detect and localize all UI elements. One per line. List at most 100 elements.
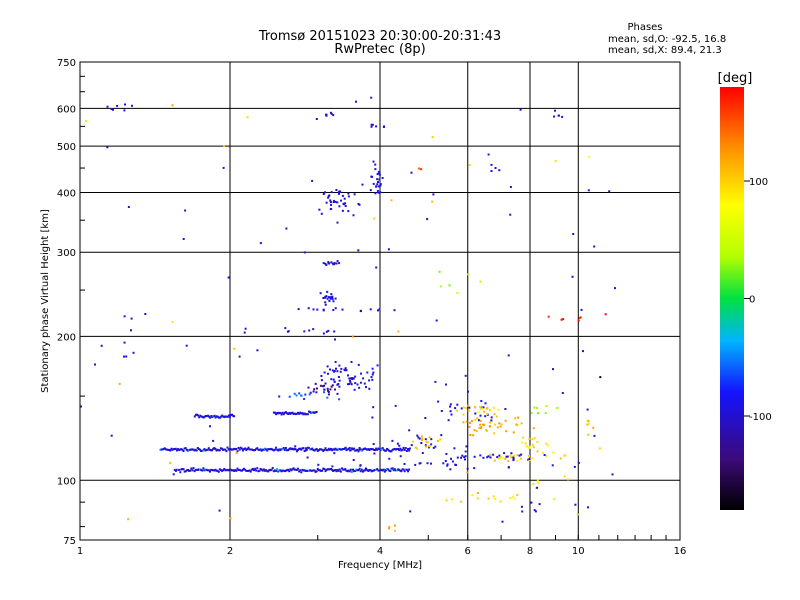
data-point bbox=[326, 396, 329, 399]
data-point bbox=[236, 467, 239, 470]
data-point bbox=[191, 469, 194, 472]
data-point bbox=[598, 447, 601, 450]
data-point bbox=[197, 414, 200, 417]
data-point bbox=[349, 468, 352, 471]
data-point bbox=[556, 406, 559, 409]
data-point bbox=[357, 249, 360, 252]
data-point bbox=[371, 373, 374, 376]
data-point bbox=[324, 296, 327, 299]
data-point bbox=[516, 459, 519, 462]
data-point bbox=[377, 181, 379, 183]
data-point bbox=[290, 412, 293, 414]
data-point bbox=[234, 448, 237, 451]
data-point bbox=[329, 297, 332, 300]
data-point bbox=[386, 448, 389, 450]
data-point bbox=[326, 449, 329, 452]
data-point bbox=[304, 413, 307, 416]
data-point bbox=[516, 424, 519, 426]
data-point bbox=[314, 448, 317, 451]
data-point bbox=[206, 469, 209, 472]
data-point bbox=[300, 448, 303, 451]
data-point bbox=[204, 468, 207, 471]
data-point bbox=[536, 450, 539, 453]
data-point bbox=[183, 470, 186, 473]
data-point bbox=[586, 423, 589, 426]
data-point bbox=[391, 467, 394, 470]
data-point bbox=[366, 448, 369, 451]
data-point bbox=[334, 388, 336, 391]
data-point bbox=[291, 468, 294, 471]
y-tick-label: 200 bbox=[57, 332, 76, 343]
data-point bbox=[484, 415, 487, 418]
data-point bbox=[466, 467, 469, 470]
data-point bbox=[286, 469, 288, 472]
data-point bbox=[366, 371, 369, 374]
data-point bbox=[334, 447, 337, 450]
data-point bbox=[357, 363, 360, 366]
colorbar-tick-label: 100 bbox=[749, 177, 768, 188]
data-point bbox=[331, 295, 334, 298]
data-point bbox=[394, 524, 396, 527]
data-point bbox=[510, 456, 513, 459]
data-point bbox=[144, 313, 147, 315]
data-point bbox=[311, 447, 314, 450]
data-point bbox=[432, 193, 435, 196]
data-point bbox=[563, 475, 566, 478]
data-point bbox=[167, 448, 170, 451]
data-point bbox=[184, 470, 187, 473]
data-point bbox=[440, 434, 443, 437]
data-point bbox=[408, 449, 411, 452]
data-point bbox=[504, 457, 507, 460]
data-point bbox=[214, 416, 217, 419]
data-point bbox=[283, 449, 286, 451]
data-point bbox=[303, 330, 306, 333]
data-point bbox=[253, 469, 255, 472]
data-point bbox=[350, 383, 353, 386]
data-point bbox=[207, 469, 210, 472]
data-point bbox=[371, 416, 374, 419]
data-point bbox=[599, 376, 602, 379]
data-point bbox=[204, 449, 207, 452]
data-point bbox=[544, 412, 547, 414]
data-point bbox=[302, 469, 305, 472]
data-point bbox=[172, 473, 175, 476]
data-point bbox=[377, 191, 380, 194]
data-point bbox=[244, 468, 247, 471]
data-point bbox=[228, 468, 231, 471]
data-point bbox=[338, 190, 341, 193]
data-point bbox=[308, 469, 310, 472]
data-point bbox=[182, 238, 185, 240]
data-point bbox=[278, 469, 281, 472]
data-point bbox=[218, 509, 221, 512]
data-point bbox=[281, 448, 284, 450]
data-point bbox=[173, 468, 176, 471]
data-point bbox=[388, 457, 391, 460]
data-point bbox=[381, 469, 384, 472]
data-point bbox=[428, 445, 431, 448]
data-point bbox=[213, 447, 216, 449]
data-point bbox=[123, 341, 126, 344]
data-point bbox=[328, 448, 331, 451]
data-point bbox=[278, 395, 281, 398]
data-point bbox=[386, 468, 389, 470]
data-point bbox=[251, 449, 254, 451]
data-point bbox=[563, 454, 566, 457]
data-point bbox=[553, 498, 556, 501]
data-point bbox=[254, 449, 257, 451]
data-point bbox=[312, 390, 315, 393]
data-point bbox=[531, 457, 534, 460]
data-point bbox=[178, 449, 181, 452]
data-point bbox=[608, 190, 611, 193]
data-point bbox=[233, 347, 236, 350]
data-point bbox=[275, 413, 278, 416]
data-point bbox=[372, 443, 375, 445]
data-point bbox=[426, 218, 429, 221]
data-point bbox=[341, 448, 343, 451]
data-point bbox=[554, 160, 557, 163]
data-point bbox=[467, 390, 469, 393]
data-point bbox=[319, 292, 322, 295]
data-point bbox=[428, 446, 430, 449]
data-point bbox=[314, 470, 317, 473]
data-point bbox=[520, 422, 523, 425]
data-point bbox=[499, 425, 502, 428]
